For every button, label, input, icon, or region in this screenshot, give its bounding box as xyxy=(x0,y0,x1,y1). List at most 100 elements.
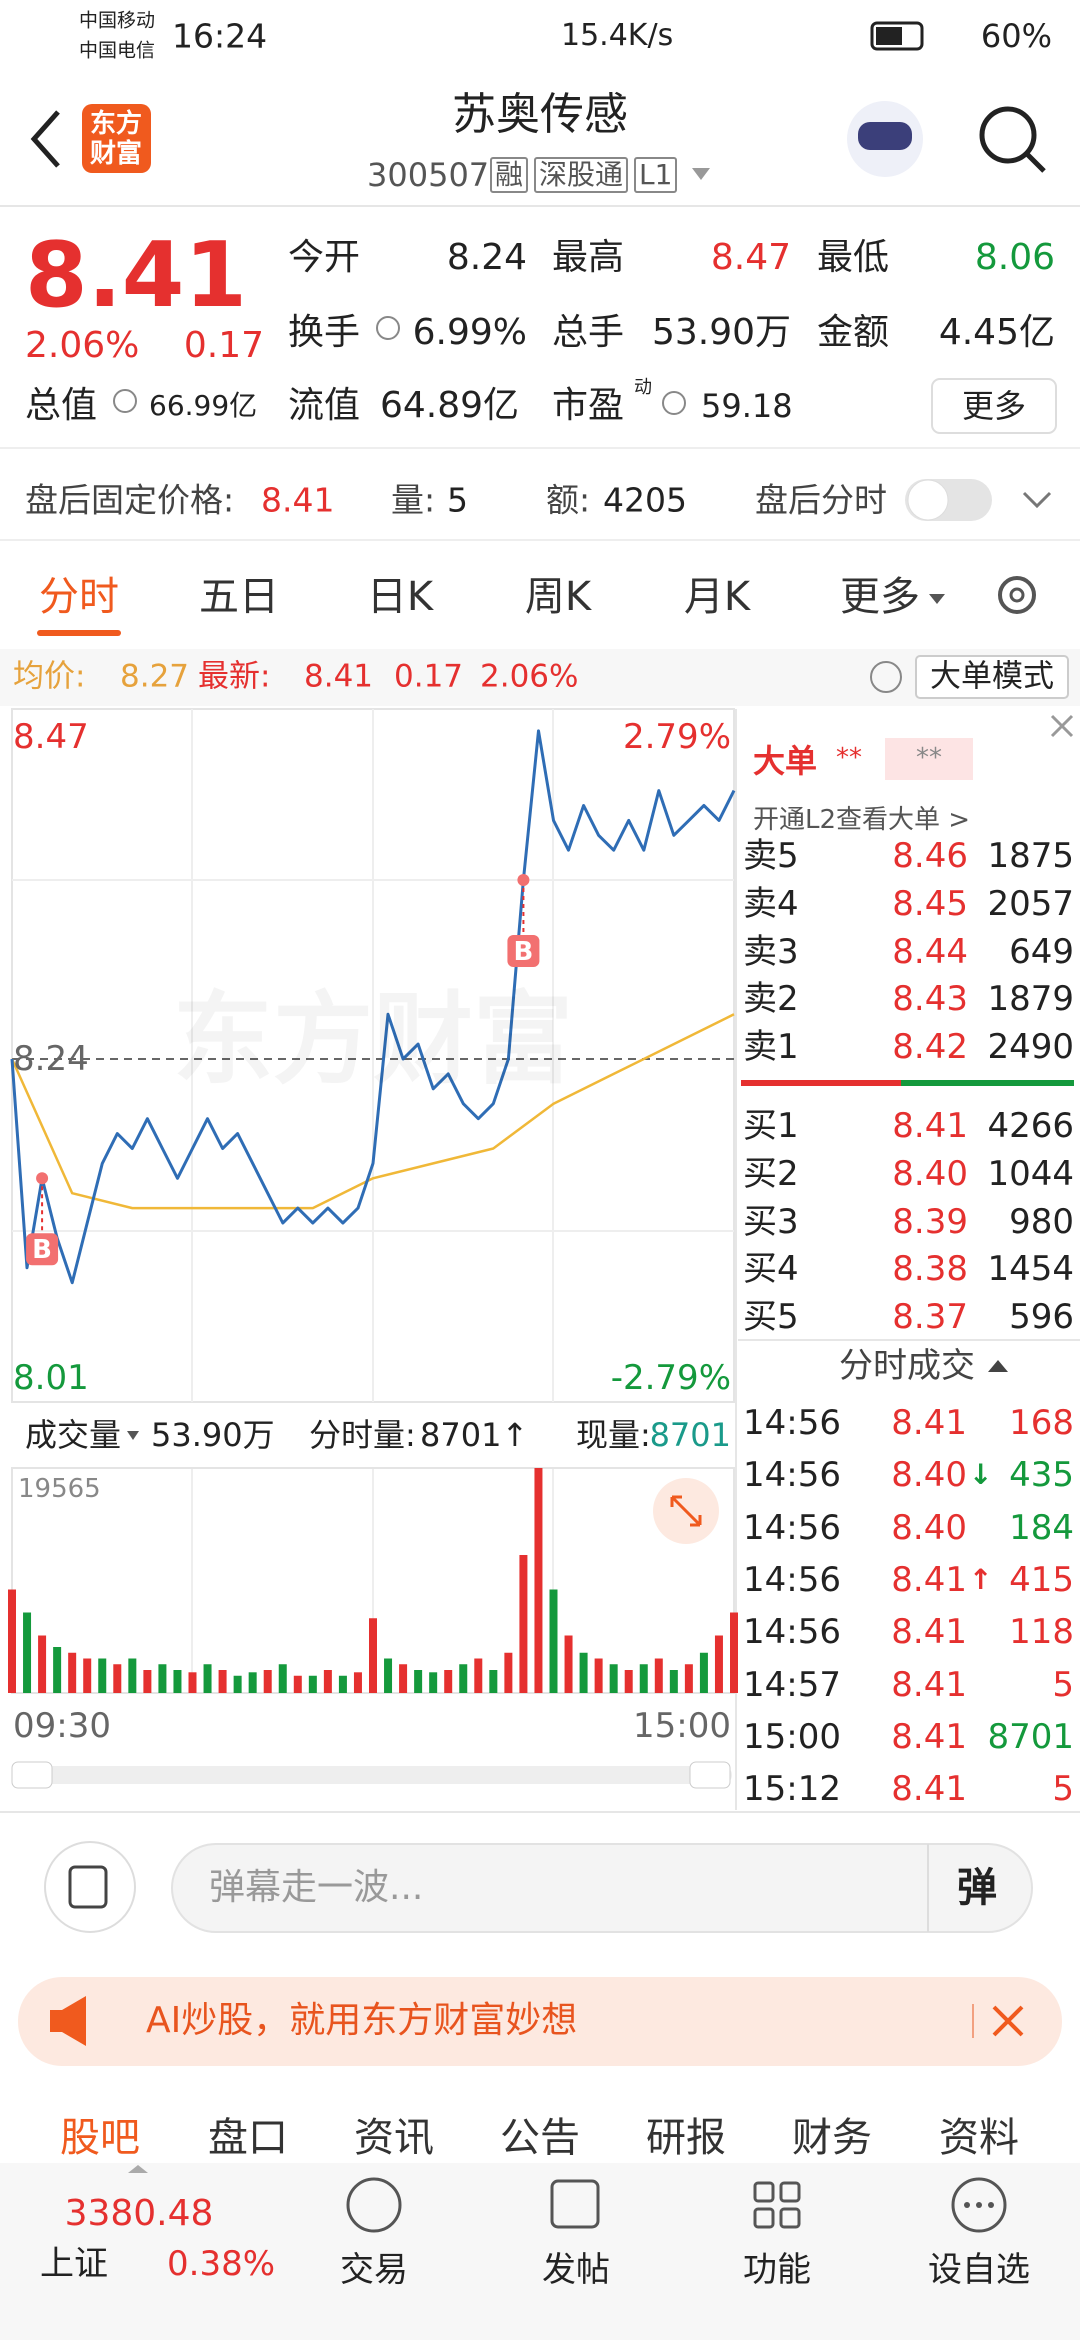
function-icon[interactable] xyxy=(753,2181,801,2229)
volume-bar xyxy=(730,1612,738,1693)
trades-title[interactable]: 分时成交 xyxy=(839,1346,975,1386)
big-order-value: ** xyxy=(836,743,862,773)
close-icon[interactable] xyxy=(992,2005,1024,2037)
bottom-tab[interactable]: 公告 xyxy=(500,2115,580,2161)
nav-item[interactable]: 发帖 xyxy=(542,2250,610,2290)
dropdown-icon[interactable] xyxy=(127,1431,139,1440)
trade-volume: 184 xyxy=(1009,1507,1074,1548)
book-label: 卖5 xyxy=(743,836,799,876)
book-label: 买4 xyxy=(743,1249,799,1290)
more-button[interactable] xyxy=(931,378,1057,434)
close-icon[interactable] xyxy=(1050,714,1074,738)
tab[interactable]: 更多 xyxy=(840,574,920,620)
bottom-tab[interactable]: 研报 xyxy=(646,2115,726,2161)
back-icon[interactable] xyxy=(30,110,60,168)
book-price: 8.44 xyxy=(892,931,968,972)
volume-bar xyxy=(579,1652,588,1693)
comment-icon[interactable] xyxy=(44,1841,136,1933)
watchlist-dots xyxy=(964,2202,994,2208)
watchlist-icon[interactable] xyxy=(951,2177,1007,2233)
l2-prompt[interactable]: 开通L2查看大单 > xyxy=(753,805,971,835)
book-label: 卖3 xyxy=(743,931,799,972)
book-price: 8.43 xyxy=(892,979,968,1020)
nav-item[interactable]: 设自选 xyxy=(928,2250,1030,2290)
avg-line xyxy=(10,1013,735,1210)
trade-time: 14:56 xyxy=(743,1612,841,1653)
tab[interactable]: 分时 xyxy=(39,574,119,620)
bottom-tab[interactable]: 财务 xyxy=(792,2115,872,2161)
trade-time: 14:56 xyxy=(743,1403,841,1443)
book-price: 8.46 xyxy=(892,836,968,876)
trade-volume: 8701 xyxy=(987,1716,1074,1757)
tab[interactable]: 周K xyxy=(524,574,592,620)
stat-value: 8.06 xyxy=(974,237,1055,278)
volume-bar xyxy=(714,1635,723,1693)
nav-item[interactable]: 交易 xyxy=(340,2250,408,2290)
book-volume: 649 xyxy=(1009,931,1074,972)
after-hours-label: 盘后固定价格: xyxy=(25,480,235,520)
volume-bar xyxy=(278,1664,287,1693)
volume-bar xyxy=(53,1646,62,1693)
volume-bar xyxy=(549,1589,558,1693)
tab-indicator xyxy=(128,2165,148,2173)
stat-value: 6.99% xyxy=(412,312,527,353)
grid xyxy=(12,709,734,1693)
marker-badge xyxy=(507,935,540,968)
volume-bar xyxy=(323,1669,332,1693)
tab[interactable]: 月K xyxy=(683,574,751,620)
settings-icon[interactable] xyxy=(998,576,1036,614)
after-hours-volume: 5 xyxy=(447,480,468,520)
volume-bar xyxy=(173,1669,182,1693)
big-order-box xyxy=(885,738,973,780)
volume-bar xyxy=(233,1675,242,1693)
book-volume: 1875 xyxy=(987,836,1074,876)
tab[interactable]: 日K xyxy=(366,574,434,620)
volume-bar xyxy=(639,1664,648,1693)
scroll-handle[interactable] xyxy=(689,1761,731,1789)
volume-bar xyxy=(203,1664,212,1693)
volume-bar xyxy=(188,1672,197,1693)
info-icon[interactable] xyxy=(376,316,400,340)
mode-button-label[interactable]: 大单模式 xyxy=(930,658,1054,695)
info-icon[interactable] xyxy=(662,391,686,415)
trade-volume: 5 xyxy=(1052,1664,1074,1705)
clock: 16:24 xyxy=(172,16,268,56)
volume-bar xyxy=(654,1658,663,1693)
trade-time: 14:56 xyxy=(743,1507,841,1548)
tab[interactable]: 五日 xyxy=(199,574,279,620)
mode-button[interactable] xyxy=(915,655,1069,699)
scroll-handle[interactable] xyxy=(11,1761,53,1789)
index-change: 0.38% xyxy=(167,2244,276,2284)
stat-value: 64.89亿 xyxy=(380,385,520,426)
trade-icon[interactable] xyxy=(346,2177,402,2233)
bottom-tab[interactable]: 盘口 xyxy=(208,2115,288,2161)
y2-tick-label: 2.79% xyxy=(622,717,731,757)
more-button-label[interactable]: 更多 xyxy=(961,387,1027,425)
stat-label: 总手 xyxy=(552,312,625,353)
volume-bar xyxy=(23,1612,32,1693)
current-volume-label: 现量: xyxy=(576,1416,651,1454)
stock-tag: 深股通 xyxy=(534,157,629,193)
banner-bg[interactable] xyxy=(18,1977,1062,2066)
trade-time: 14:57 xyxy=(743,1664,841,1705)
help-icon[interactable] xyxy=(870,661,902,693)
info-change-pct: 2.06% xyxy=(480,658,579,695)
info-icon[interactable] xyxy=(113,389,137,413)
bottom-tab[interactable]: 资料 xyxy=(939,2115,1019,2161)
nav-item[interactable]: 功能 xyxy=(743,2250,811,2290)
trade-volume: 435 xyxy=(1009,1455,1074,1496)
volume-tick-label: 19565 xyxy=(18,1474,101,1504)
stat-label: 总值 xyxy=(25,385,98,426)
comment-input[interactable] xyxy=(171,1843,1033,1933)
chevron[interactable] xyxy=(1022,491,1052,509)
dropdown-icon[interactable] xyxy=(692,168,710,180)
volume-label[interactable]: 成交量 xyxy=(25,1416,122,1454)
volume-bar xyxy=(38,1635,47,1693)
volume-bar xyxy=(474,1658,483,1693)
bottom-tab[interactable]: 股吧 xyxy=(60,2115,140,2161)
bottom-tab[interactable]: 资讯 xyxy=(354,2115,434,2161)
trade-volume: 118 xyxy=(1009,1612,1074,1653)
search-icon[interactable] xyxy=(979,106,1037,164)
post-icon[interactable] xyxy=(550,2179,600,2229)
danmaku-button[interactable]: 弹 xyxy=(957,1865,997,1911)
